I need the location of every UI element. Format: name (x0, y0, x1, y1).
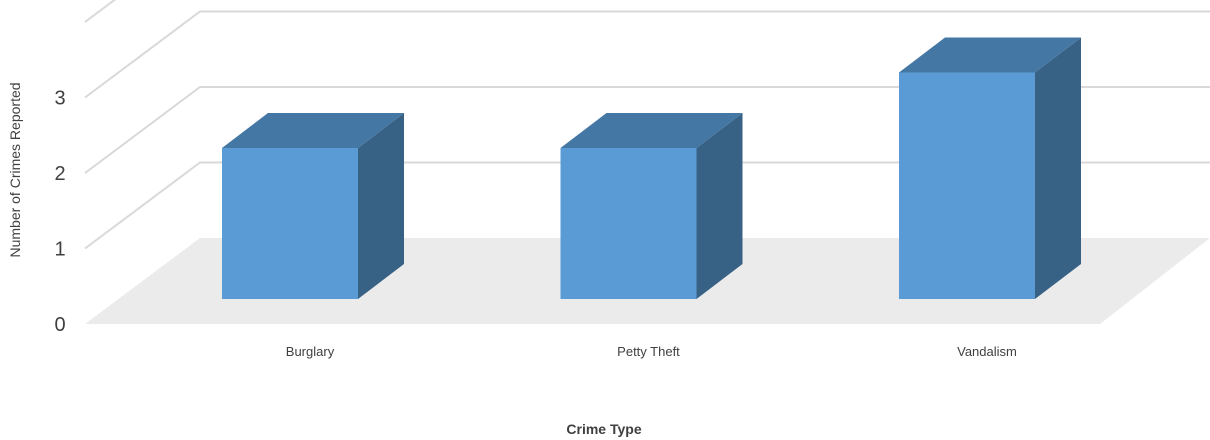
bar-side-face (358, 113, 404, 299)
bar-top-face (560, 113, 743, 148)
bar-front-face (899, 72, 1035, 299)
bar-top-face (222, 113, 404, 148)
bar-side-face (696, 113, 743, 299)
x-category-label: Burglary (286, 344, 335, 359)
y-tick-label: 0 (54, 314, 65, 336)
gridline (84, 10, 1210, 99)
y-tick-label: 3 (54, 88, 65, 110)
bars (222, 37, 1081, 299)
x-axis-title: Crime Type (566, 421, 641, 437)
bar-front-face (560, 148, 697, 299)
gridlines (84, 0, 1210, 250)
bar-petty-theft (560, 113, 743, 299)
y-tick-label: 1 (54, 239, 65, 261)
bar-vandalism (899, 37, 1081, 299)
y-axis-title: Number of Crimes Reported (7, 82, 23, 257)
y-axis-ticks: 0 1 2 3 (54, 88, 65, 337)
x-axis-categories: Burglary Petty Theft Vandalism (286, 344, 1017, 359)
bar-top-face (899, 37, 1081, 73)
bar-burglary (222, 113, 404, 299)
bar-front-face (222, 148, 358, 299)
y-tick-label: 2 (54, 163, 65, 185)
bar-side-face (1035, 37, 1081, 299)
x-category-label: Petty Theft (617, 344, 680, 359)
x-category-label: Vandalism (957, 344, 1017, 359)
gridline (84, 161, 1210, 250)
gridline (84, 86, 1210, 174)
